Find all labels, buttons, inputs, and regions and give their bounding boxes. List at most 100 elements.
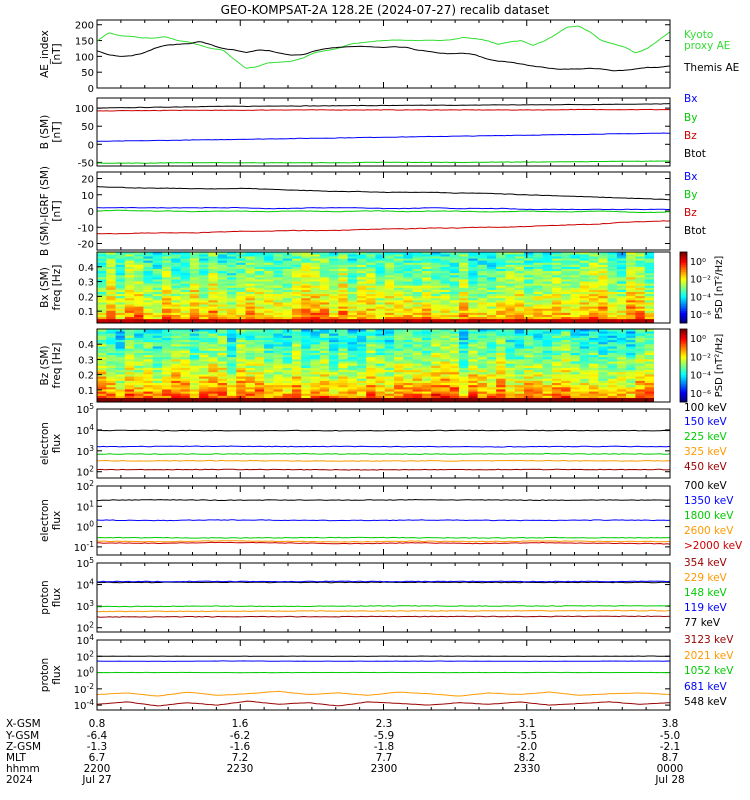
spectrogram-cell bbox=[644, 389, 655, 392]
spectrogram-cell bbox=[375, 302, 386, 305]
spectrogram-cell bbox=[134, 252, 144, 255]
spectrogram-cell bbox=[180, 393, 191, 396]
spectrogram-cell bbox=[384, 365, 395, 368]
spectrogram-cell bbox=[310, 386, 321, 390]
spectrogram-cell bbox=[264, 350, 274, 353]
spectrogram-cell bbox=[301, 277, 311, 280]
spectrogram-cell bbox=[459, 300, 469, 303]
spectrogram-cell bbox=[477, 256, 488, 259]
spectrogram-cell bbox=[189, 310, 200, 313]
spectrogram-cell bbox=[449, 272, 460, 276]
spectrogram-cell bbox=[356, 300, 367, 303]
spectrogram-cell bbox=[254, 287, 265, 290]
spectrogram-cell bbox=[616, 359, 627, 362]
spectrogram-cell bbox=[319, 331, 330, 334]
spectrogram-bz_spec bbox=[97, 329, 655, 403]
spectrogram-cell bbox=[245, 264, 256, 267]
spectrogram-cell bbox=[338, 314, 348, 318]
spectrogram-cell bbox=[356, 297, 367, 301]
spectrogram-cell bbox=[310, 279, 321, 282]
spectrogram-cell bbox=[375, 359, 386, 362]
spectrogram-cell bbox=[161, 344, 172, 347]
spectrogram-cell bbox=[607, 339, 618, 343]
spectrogram-cell bbox=[524, 393, 534, 396]
spectrogram-cell bbox=[171, 318, 181, 322]
spectrogram-cell bbox=[468, 386, 478, 390]
spectrogram-cell bbox=[143, 279, 153, 282]
spectrogram-cell bbox=[542, 354, 553, 358]
spectrogram-cell bbox=[97, 371, 107, 375]
spectrogram-cell bbox=[635, 320, 646, 324]
spectrogram-cell bbox=[449, 283, 460, 286]
axis-ylabel: Bz (SM) bbox=[39, 346, 51, 386]
spectrogram-cell bbox=[301, 371, 311, 375]
spectrogram-cell bbox=[134, 264, 144, 267]
legend-entry: 548 keV bbox=[684, 696, 728, 708]
spectrogram-cell bbox=[570, 291, 581, 295]
spectrogram-cell bbox=[635, 395, 646, 399]
spectrogram-cell bbox=[394, 268, 404, 272]
spectrogram-cell bbox=[644, 262, 655, 265]
spectrogram-cell bbox=[635, 318, 646, 322]
spectrogram-cell bbox=[635, 363, 646, 366]
colorbar-swatch bbox=[680, 312, 687, 315]
spectrogram-cell bbox=[459, 283, 469, 286]
spectrogram-cell bbox=[431, 382, 441, 386]
spectrogram-cell bbox=[579, 264, 590, 267]
spectrogram-cell bbox=[431, 256, 441, 259]
spectrogram-cell bbox=[505, 341, 516, 345]
spectrogram-cell bbox=[264, 295, 274, 299]
spectrogram-cell bbox=[589, 312, 599, 315]
spectrogram-cell bbox=[459, 316, 469, 320]
spectrogram-cell bbox=[524, 281, 534, 284]
spectrogram-cell bbox=[412, 277, 423, 280]
spectrogram-cell bbox=[226, 308, 237, 311]
spectrogram-cell bbox=[273, 391, 283, 394]
spectrogram-cell bbox=[143, 350, 153, 353]
spectrogram-cell bbox=[421, 374, 432, 377]
spectrogram-cell bbox=[384, 260, 395, 263]
spectrogram-cell bbox=[421, 264, 432, 267]
spectrogram-cell bbox=[347, 287, 358, 290]
spectrogram-cell bbox=[421, 304, 432, 307]
spectrogram-cell bbox=[338, 318, 348, 322]
spectrogram-cell bbox=[329, 316, 339, 320]
spectrogram-cell bbox=[626, 329, 636, 332]
spectrogram-cell bbox=[319, 389, 330, 392]
spectrogram-cell bbox=[403, 382, 413, 386]
spectrogram-cell bbox=[366, 374, 376, 377]
spectrogram-cell bbox=[496, 300, 506, 303]
spectrogram-cell bbox=[486, 272, 497, 276]
spectrogram-cell bbox=[171, 348, 181, 351]
spectrogram-cell bbox=[366, 264, 376, 267]
spectrogram-cell bbox=[319, 274, 330, 278]
spectrogram-cell bbox=[570, 376, 581, 379]
spectrogram-cell bbox=[524, 260, 534, 263]
spectrogram-cell bbox=[226, 352, 237, 356]
spectrogram-cell bbox=[226, 380, 237, 383]
spectrogram-cell bbox=[338, 371, 348, 375]
spectrogram-cell bbox=[329, 389, 339, 392]
spectrogram-cell bbox=[282, 254, 293, 257]
spectrogram-cell bbox=[505, 369, 516, 373]
spectrogram-cell bbox=[217, 369, 228, 373]
spectrogram-cell bbox=[598, 306, 608, 309]
spectrogram-cell bbox=[226, 258, 237, 261]
spectrogram-cell bbox=[143, 264, 153, 267]
spectrogram-cell bbox=[264, 285, 274, 288]
spectrogram-cell bbox=[579, 329, 590, 332]
spectrogram-cell bbox=[421, 277, 432, 280]
spectrogram-cell bbox=[310, 344, 321, 347]
spectrogram-cell bbox=[115, 374, 126, 377]
spectrogram-cell bbox=[449, 258, 460, 261]
tick-label: 104 bbox=[76, 423, 94, 437]
spectrogram-cell bbox=[468, 356, 478, 360]
spectrogram-cell bbox=[421, 348, 432, 351]
spectrogram-cell bbox=[273, 281, 283, 284]
spectrogram-cell bbox=[394, 367, 404, 371]
spectrogram-cell bbox=[431, 291, 441, 295]
spectrogram-cell bbox=[254, 346, 265, 349]
spectrogram-cell bbox=[301, 310, 311, 313]
spectrogram-cell bbox=[514, 268, 525, 272]
spectrogram-cell bbox=[468, 348, 478, 351]
